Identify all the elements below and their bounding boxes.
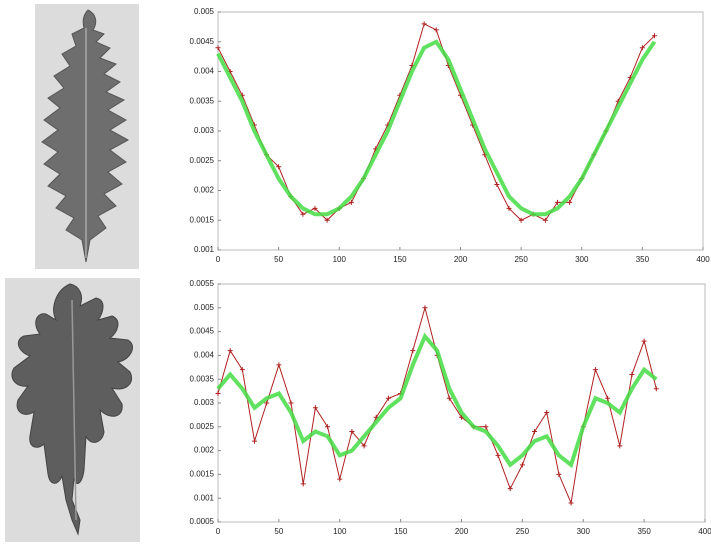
y-tick-label: 0.004: [194, 67, 215, 76]
data-marker: [519, 462, 525, 468]
data-marker: [652, 33, 657, 39]
data-line: [216, 39, 657, 217]
data-marker: [325, 424, 331, 430]
data-marker: [276, 362, 282, 368]
data-marker: [653, 386, 659, 392]
data-marker: [592, 367, 598, 373]
y-tick-label: 0.0025: [190, 156, 215, 165]
x-tick-label: 250: [516, 527, 530, 536]
y-tick-label: 0.001: [194, 245, 215, 254]
data-marker: [410, 348, 416, 354]
data-marker: [349, 429, 355, 435]
data-marker: [605, 395, 611, 401]
y-tick-label: 0.0015: [190, 215, 215, 224]
leaf-vein: [71, 299, 77, 521]
x-tick-label: 100: [333, 527, 347, 536]
y-tick-label: 0.002: [194, 186, 215, 195]
y-tick-label: 0.004: [194, 351, 215, 360]
x-tick-label: 0: [216, 527, 221, 536]
x-tick-label: 200: [455, 527, 469, 536]
data-marker: [227, 348, 233, 354]
data-marker: [446, 395, 452, 401]
data-marker: [542, 217, 548, 223]
data-marker: [264, 400, 270, 406]
data-marker: [544, 410, 550, 416]
y-tick-label: 0.0035: [190, 374, 215, 383]
y-tick-label: 0.0005: [190, 517, 215, 526]
data-marker: [215, 45, 221, 51]
x-tick-label: 350: [637, 527, 651, 536]
y-tick-label: 0.005: [194, 303, 215, 312]
data-marker: [641, 338, 647, 344]
data-marker: [385, 395, 391, 401]
x-tick-label: 300: [577, 527, 591, 536]
data-marker: [567, 199, 573, 205]
x-tick-label: 0: [216, 255, 221, 264]
x-tick-label: 100: [333, 255, 347, 264]
data-marker: [288, 400, 294, 406]
y-tick-label: 0.0055: [190, 279, 215, 288]
data-marker: [215, 390, 221, 396]
y-tick-label: 0.005: [194, 7, 215, 16]
y-tick-label: 0.003: [194, 126, 215, 135]
x-tick-label: 250: [514, 255, 528, 264]
data-marker: [518, 217, 524, 223]
data-marker: [639, 45, 645, 51]
data-marker: [532, 429, 538, 435]
data-marker: [507, 486, 513, 492]
leaf-image: [41, 9, 130, 263]
data-marker: [506, 205, 512, 211]
data-marker: [324, 217, 330, 223]
data-marker: [312, 205, 318, 211]
x-tick-label: 150: [394, 527, 408, 536]
data-marker: [556, 471, 562, 477]
data-marker: [300, 481, 306, 487]
data-marker: [421, 21, 427, 27]
data-marker: [555, 199, 560, 205]
x-tick-label: 200: [454, 255, 468, 264]
y-tick-label: 0.0045: [190, 37, 215, 46]
data-marker: [361, 443, 367, 449]
data-marker: [276, 164, 282, 170]
x-tick-label: 400: [698, 527, 711, 536]
data-marker: [483, 424, 489, 430]
data-marker: [252, 438, 258, 444]
data-marker: [494, 182, 500, 188]
data-marker: [629, 371, 635, 377]
plot-frame: [217, 11, 704, 251]
data-line: [216, 332, 658, 469]
data-marker: [568, 500, 574, 506]
data-marker: [337, 476, 343, 482]
data-marker: [348, 199, 354, 205]
x-tick-label: 50: [274, 255, 283, 264]
x-tick-label: 50: [274, 527, 283, 536]
y-tick-label: 0.0015: [190, 470, 215, 479]
y-tick-label: 0.001: [194, 493, 215, 502]
x-tick-label: 400: [696, 255, 710, 264]
data-marker: [300, 211, 306, 217]
data-marker: [495, 452, 501, 458]
y-tick-label: 0.0025: [190, 422, 215, 431]
data-marker: [422, 305, 428, 311]
data-marker: [312, 405, 318, 411]
data-marker: [239, 367, 245, 373]
x-tick-label: 350: [636, 255, 650, 264]
data-marker: [433, 27, 439, 33]
x-tick-label: 150: [393, 255, 407, 264]
y-tick-label: 0.0035: [190, 96, 215, 105]
data-marker: [617, 443, 623, 449]
y-tick-label: 0.002: [194, 446, 215, 455]
y-tick-label: 0.0045: [190, 327, 215, 336]
x-tick-label: 300: [575, 255, 589, 264]
y-tick-label: 0.003: [194, 398, 215, 407]
